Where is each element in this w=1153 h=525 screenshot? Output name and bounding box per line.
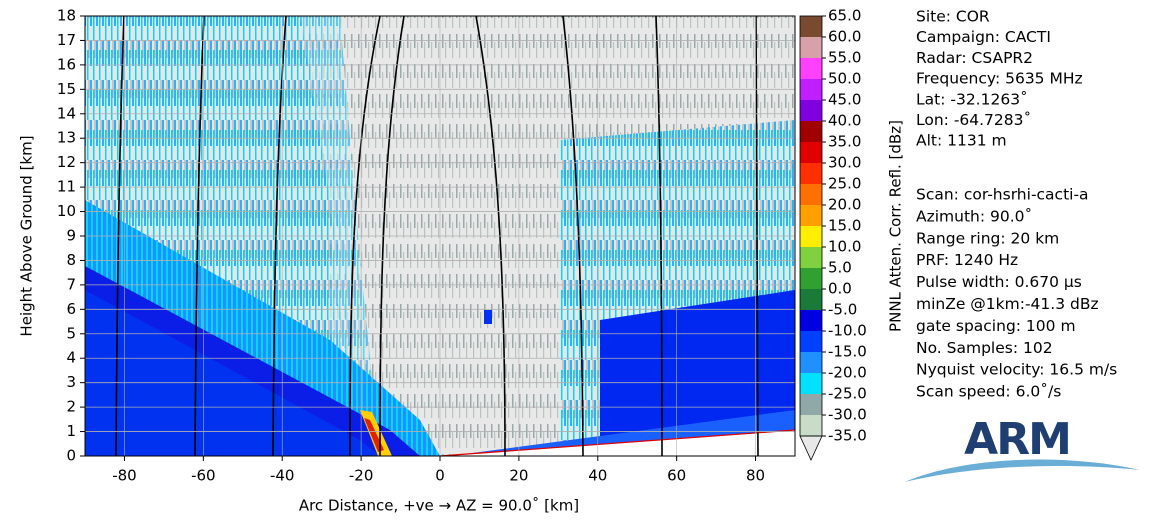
y-tick-label: 1 [66, 422, 76, 440]
x-tick-label: -80 [112, 467, 137, 485]
colorbar-tick-label: -20.0 [828, 364, 867, 382]
scan-info-line: Pulse width: 0.670 μs [916, 273, 1082, 291]
colorbar-tick-label: -35.0 [828, 427, 867, 445]
colorbar-tick-label: 45.0 [828, 91, 861, 109]
y-tick-label: 13 [57, 129, 76, 147]
y-tick-label: 3 [66, 373, 76, 391]
colorbar-tick-label: 35.0 [828, 133, 861, 151]
colorbar-swatch [800, 79, 822, 100]
colorbar-swatch [800, 205, 822, 226]
y-tick-label: 11 [57, 178, 76, 196]
colorbar-swatch [800, 268, 822, 289]
colorbar-swatch [800, 184, 822, 205]
y-tick-label: 9 [66, 227, 76, 245]
y-tick-label: 0 [66, 447, 76, 465]
colorbar-swatch [800, 121, 822, 142]
y-tick-label: 4 [66, 349, 76, 367]
colorbar-label: PNNL Atten. Corr. Refl. [dBz] [887, 120, 905, 332]
colorbar-tick-label: -5.0 [828, 301, 857, 319]
y-tick-label: 7 [66, 275, 76, 293]
y-axis-label: Height Above Ground [km] [18, 135, 36, 336]
colorbar-swatch [800, 37, 822, 58]
y-tick-label: 6 [66, 300, 76, 318]
colorbar-tick-label: 40.0 [828, 112, 861, 130]
y-tick-label: 18 [57, 7, 76, 25]
colorbar-tick-label: 15.0 [828, 217, 861, 235]
colorbar-tick-label: 60.0 [828, 28, 861, 46]
colorbar-tick-label: -25.0 [828, 385, 867, 403]
colorbar-tick-label: 30.0 [828, 154, 861, 172]
y-tick-label: 10 [57, 202, 76, 220]
colorbar-swatch [800, 289, 822, 310]
colorbar-tick-label: 65.0 [828, 7, 861, 25]
y-tick-label: 16 [57, 55, 76, 73]
scan-info-line: Scan speed: 6.0˚/s [916, 383, 1061, 401]
arm-logo: ARM [905, 414, 1140, 482]
info-line: Frequency: 5635 MHz [916, 70, 1083, 88]
info-line: Lat: -32.1263˚ [916, 90, 1028, 108]
colorbar-tick-label: 10.0 [828, 238, 861, 256]
colorbar-tick-label: 55.0 [828, 49, 861, 67]
colorbar-swatch [800, 352, 822, 373]
y-tick-label: 15 [57, 80, 76, 98]
colorbar-tick-label: 0.0 [828, 280, 852, 298]
colorbar-tick-label: 20.0 [828, 196, 861, 214]
scan-info-line: gate spacing: 100 m [916, 317, 1076, 335]
scan-info-line: Azimuth: 90.0˚ [916, 207, 1032, 225]
colorbar-swatch [800, 58, 822, 79]
colorbar-tick-label: -10.0 [828, 322, 867, 340]
scan-info-line: PRF: 1240 Hz [916, 251, 1018, 269]
colorbar-swatch [800, 310, 822, 331]
x-tick-label: 40 [588, 467, 607, 485]
info-line: Lon: -64.7283˚ [916, 111, 1031, 129]
y-tick-label: 17 [57, 31, 76, 49]
scan-info-line: Range ring: 20 km [916, 229, 1059, 247]
x-tick-label: 60 [667, 467, 686, 485]
info-line: Site: COR [916, 8, 990, 26]
colorbar-tick-label: -30.0 [828, 406, 867, 424]
colorbar-swatch [800, 16, 822, 37]
x-tick-label: -40 [270, 467, 295, 485]
colorbar-swatch [800, 142, 822, 163]
x-tick-label: -20 [349, 467, 374, 485]
scan-info-line: minZe @1km:-41.3 dBz [916, 295, 1099, 313]
x-tick-label: 0 [435, 467, 445, 485]
colorbar-tick-label: 25.0 [828, 175, 861, 193]
x-tick-label: 80 [746, 467, 765, 485]
y-tick-label: 2 [66, 398, 76, 416]
colorbar-swatch [800, 331, 822, 352]
y-tick-label: 14 [57, 104, 76, 122]
scan-info-line: Nyquist velocity: 16.5 m/s [916, 361, 1117, 379]
x-tick-label: -60 [191, 467, 216, 485]
colorbar-swatch [800, 100, 822, 121]
colorbar-swatch [800, 226, 822, 247]
colorbar-swatch [800, 415, 822, 436]
scan-info-line: No. Samples: 102 [916, 339, 1053, 357]
colorbar-tick-label: 5.0 [828, 259, 852, 277]
colorbar-swatch [800, 394, 822, 415]
colorbar-extension [799, 435, 823, 461]
logo-text: ARM [964, 414, 1070, 465]
scan-info-line: Scan: cor-hsrhi-cacti-a [916, 186, 1089, 204]
info-line: Alt: 1131 m [916, 132, 1007, 150]
colorbar-swatch [800, 247, 822, 268]
x-axis-label: Arc Distance, +ve → AZ = 90.0˚ [km] [299, 497, 579, 515]
info-line: Campaign: CACTI [916, 28, 1051, 46]
info-line: Radar: CSAPR2 [916, 49, 1033, 67]
colorbar-swatch [800, 373, 822, 394]
y-tick-label: 12 [57, 153, 76, 171]
y-tick-label: 8 [66, 251, 76, 269]
x-tick-label: 20 [509, 467, 528, 485]
y-tick-label: 5 [66, 324, 76, 342]
colorbar-tick-label: -15.0 [828, 343, 867, 361]
colorbar-swatch [800, 163, 822, 184]
colorbar-tick-label: 50.0 [828, 70, 861, 88]
